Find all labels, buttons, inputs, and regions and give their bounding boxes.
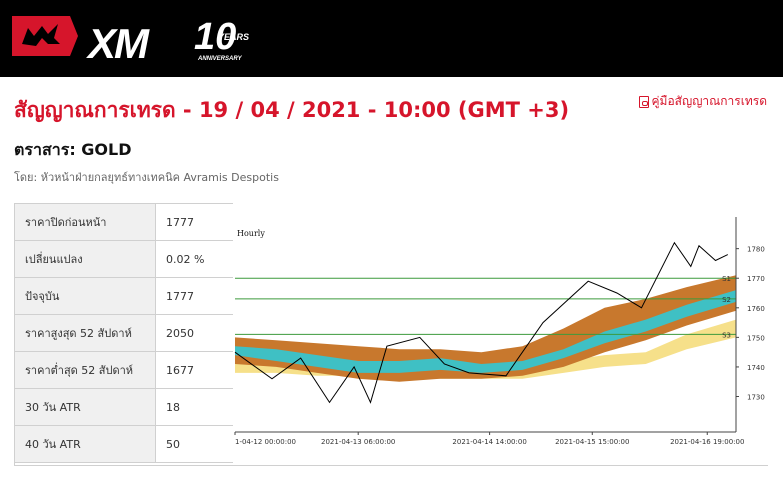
stat-label: ราคาปิดก่อนหน้า <box>14 203 156 241</box>
y-tick-label: 1740 <box>747 364 765 372</box>
stat-label: เปลี่ยนแปลง <box>14 240 156 278</box>
guide-link-label: คู่มือสัญญาณการเทรด <box>651 94 768 108</box>
teal-band <box>235 290 736 373</box>
stat-value: 0.02 % <box>155 240 235 278</box>
stat-value: 50 <box>155 425 235 463</box>
x-tick-label: 2021-04-13 06:00:00 <box>321 438 395 446</box>
price-chart: S1 S2 S3 1730 1740 1750 1760 1770 1780 1-04-12 00… <box>233 203 768 465</box>
author-line: โดย: หัวหน้าฝ่ายกลยุทธ์ทางเทคนิค Avramis… <box>14 171 279 184</box>
site-header: XM 10 YEARS ANNIVERSARY <box>0 0 783 77</box>
page-title: สัญญาณการเทรด - 19 / 04 / 2021 - 10:00 (… <box>14 98 570 122</box>
signals-guide-link[interactable]: คู่มือสัญญาณการเทรด <box>638 92 768 111</box>
orange-band <box>235 275 736 382</box>
y-tick-label: 1770 <box>747 275 765 283</box>
x-tick-label: 1-04-12 00:00:00 <box>235 438 296 446</box>
y-tick-label: 1760 <box>747 305 765 313</box>
stat-value: 1777 <box>155 277 235 315</box>
stat-label: ราคาต่ำสุด 52 สัปดาห์ <box>14 351 156 389</box>
stats-table: ราคาปิดก่อนหน้า 1777 เปลี่ยนแปลง 0.02 % ปั… <box>14 203 235 463</box>
stat-label: 30 วัน ATR <box>14 388 156 426</box>
y-tick-label: 1730 <box>747 394 765 402</box>
stat-label: ปัจจุบัน <box>14 277 156 315</box>
y-tick-label: 1750 <box>747 334 765 342</box>
stat-value: 1677 <box>155 351 235 389</box>
stat-label: 40 วัน ATR <box>14 425 156 463</box>
stat-value: 2050 <box>155 314 235 352</box>
x-tick-label: 2021-04-16 19:00:00 <box>670 438 744 446</box>
table-row: 30 วัน ATR 18 <box>14 388 235 426</box>
table-row: 40 วัน ATR 50 <box>14 425 235 463</box>
table-row: ราคาปิดก่อนหน้า 1777 <box>14 203 235 241</box>
xm-logo[interactable]: XM 10 YEARS ANNIVERSARY <box>12 14 249 67</box>
stat-label: ราคาสูงสุด 52 สัปดาห์ <box>14 314 156 352</box>
support-label-s3: S3 <box>722 331 731 339</box>
stat-value: 1777 <box>155 203 235 241</box>
support-label-s1: S1 <box>722 275 731 283</box>
price-zigzag-line <box>234 241 729 404</box>
table-row: ราคาสูงสุด 52 สัปดาห์ 2050 <box>14 314 235 352</box>
support-label-s2: S2 <box>722 296 731 304</box>
pdf-icon <box>638 95 649 108</box>
y-tick-label: 1780 <box>747 246 765 254</box>
logo-text: XM <box>88 20 149 67</box>
table-row: ราคาต่ำสุด 52 สัปดาห์ 1677 <box>14 351 235 389</box>
chart-title: Hourly <box>237 229 265 238</box>
table-row: ปัจจุบัน 1777 <box>14 277 235 315</box>
stat-value: 18 <box>155 388 235 426</box>
x-tick-label: 2021-04-15 15:00:00 <box>555 438 629 446</box>
bull-logo-icon <box>12 16 78 56</box>
logo-years: YEARS <box>218 32 250 42</box>
x-tick-label: 2021-04-14 14:00:00 <box>452 438 526 446</box>
logo-anniversary: ANNIVERSARY <box>198 56 242 62</box>
instrument-label: ตราสาร: GOLD <box>14 140 132 159</box>
logo-10: 10 <box>194 16 237 58</box>
table-row: เปลี่ยนแปลง 0.02 % <box>14 240 235 278</box>
